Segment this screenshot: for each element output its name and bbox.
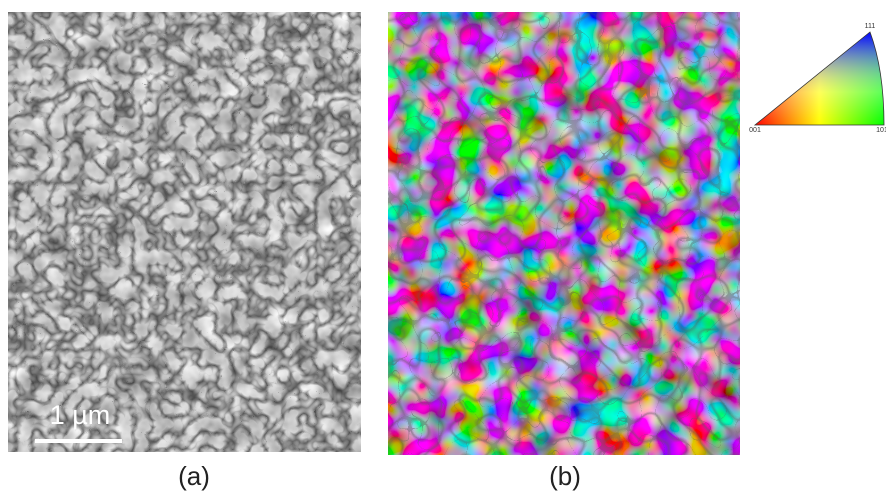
corner-label: 111 bbox=[865, 23, 876, 30]
panel-a: 1 µm (a) bbox=[8, 12, 361, 491]
corner-label: 101 bbox=[876, 127, 886, 134]
scale-bar-label: 1 µm bbox=[50, 400, 111, 430]
ipf-triangle-overlay bbox=[755, 32, 884, 125]
ipf-legend: 001 101 111 bbox=[749, 23, 886, 134]
panel-label: (a) bbox=[178, 461, 210, 491]
grain-boundaries bbox=[8, 12, 361, 452]
corner-label: 001 bbox=[749, 127, 761, 134]
grain-boundaries bbox=[388, 12, 740, 455]
panel-label: (b) bbox=[549, 461, 581, 491]
panel-b: (b) bbox=[388, 12, 740, 491]
figure: 1 µm (a) (b) 001 101 111 bbox=[0, 0, 886, 493]
